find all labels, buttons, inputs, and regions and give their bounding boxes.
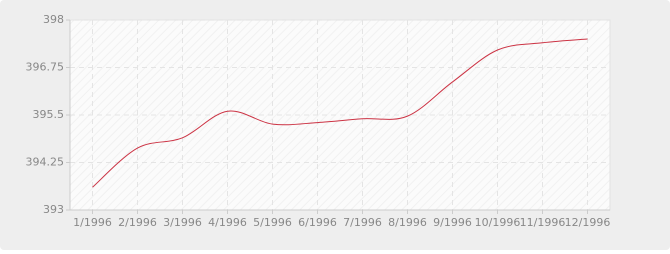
y-tick-label: 394.25 <box>26 156 65 169</box>
y-tick-label: 398 <box>43 13 64 26</box>
x-tick-label: 9/1996 <box>433 216 472 229</box>
x-tick-label: 8/1996 <box>388 216 427 229</box>
x-tick-label: 1/1996 <box>73 216 112 229</box>
x-tick-label: 6/1996 <box>298 216 337 229</box>
x-tick-label: 10/1996 <box>475 216 521 229</box>
y-tick-label: 395.5 <box>33 108 65 121</box>
line <box>92 38 588 188</box>
x-tick-label: 2/1996 <box>118 216 157 229</box>
x-tick-label: 7/1996 <box>343 216 382 229</box>
y-tick-label: 393 <box>43 203 64 216</box>
y-tick-label: 396.75 <box>26 61 65 74</box>
x-tick-label: 11/1996 <box>520 216 566 229</box>
x-tick-label: 5/1996 <box>253 216 292 229</box>
x-tick-label: 4/1996 <box>208 216 247 229</box>
x-tick-label: 3/1996 <box>163 216 202 229</box>
x-tick-label: 12/1996 <box>565 216 611 229</box>
